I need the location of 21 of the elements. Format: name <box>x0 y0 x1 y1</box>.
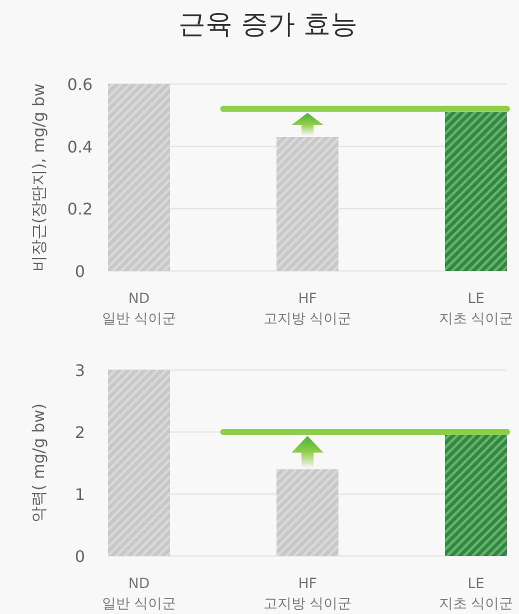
x-tick-label: ND 일반 식이군 <box>102 576 176 612</box>
bar <box>108 84 170 271</box>
chart-title: 근육 증가 효능 <box>178 9 358 40</box>
x-tick-label: HF 고지방 식이군 <box>263 576 352 612</box>
y-tick-label: 1 <box>74 485 86 504</box>
y-tick-label: 0.2 <box>67 200 93 219</box>
x-tick-label: LE 지초 식이군 <box>438 576 514 612</box>
y-tick-label: 0 <box>74 547 86 566</box>
x-tick-label: HF 고지방 식이군 <box>263 291 352 327</box>
bar <box>276 469 338 556</box>
y-axis-title: 비장근(장딴지), mg/g bw <box>29 83 48 272</box>
y-axis-title: 악력( mg/g bw) <box>29 403 48 523</box>
y-tick-label: 0 <box>74 262 86 281</box>
bar <box>108 370 170 556</box>
y-tick-label: 3 <box>74 361 86 380</box>
y-tick-label: 0.4 <box>67 137 93 156</box>
y-tick-label: 2 <box>74 423 86 442</box>
bar <box>445 112 507 271</box>
y-tick-label: 0.6 <box>67 75 93 94</box>
x-tick-label: ND 일반 식이군 <box>102 291 176 327</box>
x-tick-label: LE 지초 식이군 <box>438 291 514 327</box>
